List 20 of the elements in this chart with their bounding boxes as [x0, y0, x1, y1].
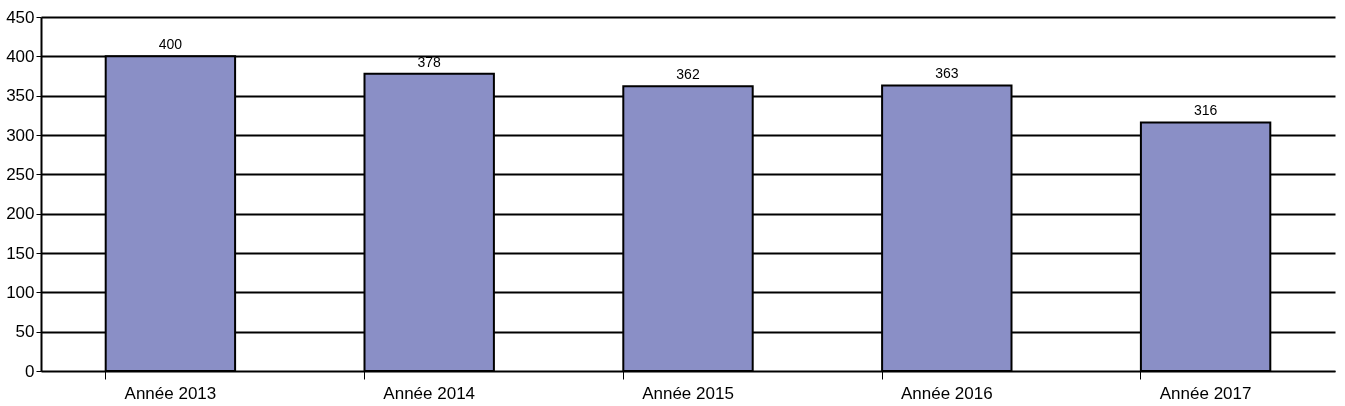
y-tick-label: 50	[15, 322, 35, 342]
y-tick-label: 450	[6, 7, 35, 27]
y-tick-label: 100	[6, 282, 35, 302]
data-label: 400	[158, 36, 183, 53]
y-tick-label: 250	[6, 164, 35, 184]
x-tick-label: Année 2013	[124, 383, 217, 403]
x-tick-label: Année 2015	[642, 383, 734, 403]
y-tick-label: 400	[6, 46, 35, 66]
y-tick-label: 0	[25, 361, 35, 381]
data-label: 362	[676, 66, 700, 83]
x-tick-label: Année 2014	[383, 383, 476, 403]
x-tick-label: Année 2016	[900, 383, 993, 403]
y-tick-label: 200	[6, 204, 35, 224]
y-tick-label: 350	[6, 86, 35, 106]
y-tick-label: 150	[6, 243, 35, 263]
y-tick-label: 300	[6, 125, 35, 145]
data-label: 316	[1193, 102, 1218, 119]
x-tick-label: Année 2017	[1159, 383, 1252, 403]
data-label: 363	[935, 65, 959, 82]
data-label: 378	[417, 53, 442, 70]
